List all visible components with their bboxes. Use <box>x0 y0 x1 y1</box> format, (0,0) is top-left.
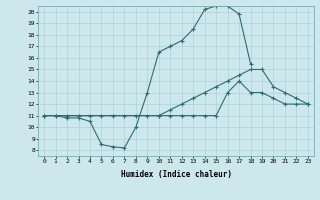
X-axis label: Humidex (Indice chaleur): Humidex (Indice chaleur) <box>121 170 231 179</box>
